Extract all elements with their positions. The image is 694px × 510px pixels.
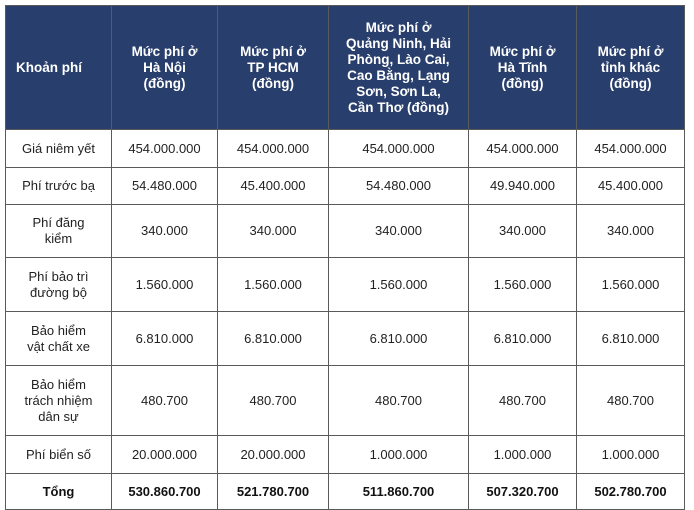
cell-value: 1.560.000 bbox=[328, 257, 469, 312]
cell-value: 1.560.000 bbox=[468, 257, 577, 312]
cell-value: 45.400.000 bbox=[217, 167, 329, 205]
cell-value: 340.000 bbox=[328, 204, 469, 258]
cell-value: 20.000.000 bbox=[217, 435, 329, 474]
cell-value: 6.810.000 bbox=[111, 311, 218, 366]
table-row: Giá niêm yết 454.000.000 454.000.000 454… bbox=[5, 129, 685, 168]
table-body: Giá niêm yết 454.000.000 454.000.000 454… bbox=[5, 129, 685, 510]
total-value: 530.860.700 bbox=[111, 473, 218, 510]
cell-value: 1.000.000 bbox=[576, 435, 685, 474]
row-label: Phí trước bạ bbox=[5, 167, 112, 205]
total-value: 502.780.700 bbox=[576, 473, 685, 510]
cell-value: 340.000 bbox=[576, 204, 685, 258]
cell-value: 454.000.000 bbox=[111, 129, 218, 168]
total-value: 521.780.700 bbox=[217, 473, 329, 510]
total-row: Tổng 530.860.700 521.780.700 511.860.700… bbox=[5, 473, 685, 510]
cell-value: 454.000.000 bbox=[217, 129, 329, 168]
table-row: Phí đăng kiểm 340.000 340.000 340.000 34… bbox=[5, 204, 685, 258]
header-ha-tinh: Mức phí ở Hà Tĩnh (đồng) bbox=[468, 5, 577, 130]
cell-value: 340.000 bbox=[468, 204, 577, 258]
cell-value: 480.700 bbox=[576, 365, 685, 436]
row-label: Bảo hiểm trách nhiệm dân sự bbox=[5, 365, 112, 436]
table-row: Phí trước bạ 54.480.000 45.400.000 54.48… bbox=[5, 167, 685, 205]
cell-value: 54.480.000 bbox=[328, 167, 469, 205]
cell-value: 6.810.000 bbox=[468, 311, 577, 366]
cell-value: 1.000.000 bbox=[328, 435, 469, 474]
header-row: Khoản phí Mức phí ở Hà Nội (đồng) Mức ph… bbox=[5, 5, 685, 130]
total-label: Tổng bbox=[5, 473, 112, 510]
cell-value: 480.700 bbox=[217, 365, 329, 436]
cell-value: 1.560.000 bbox=[217, 257, 329, 312]
cell-value: 340.000 bbox=[111, 204, 218, 258]
table-row: Bảo hiểm vật chất xe 6.810.000 6.810.000… bbox=[5, 311, 685, 366]
header-hanoi: Mức phí ở Hà Nội (đồng) bbox=[111, 5, 218, 130]
table-row: Phí bảo trì đường bộ 1.560.000 1.560.000… bbox=[5, 257, 685, 312]
cell-value: 6.810.000 bbox=[576, 311, 685, 366]
cell-value: 454.000.000 bbox=[576, 129, 685, 168]
header-other-provinces: Mức phí ở tỉnh khác (đồng) bbox=[576, 5, 685, 130]
header-group-provinces: Mức phí ở Quảng Ninh, Hải Phòng, Lào Cai… bbox=[328, 5, 469, 130]
cell-value: 480.700 bbox=[468, 365, 577, 436]
row-label: Phí biển số bbox=[5, 435, 112, 474]
header-hcm: Mức phí ở TP HCM (đồng) bbox=[217, 5, 329, 130]
row-label: Giá niêm yết bbox=[5, 129, 112, 168]
cell-value: 45.400.000 bbox=[576, 167, 685, 205]
cell-value: 1.560.000 bbox=[576, 257, 685, 312]
total-value: 511.860.700 bbox=[328, 473, 469, 510]
cell-value: 340.000 bbox=[217, 204, 329, 258]
cell-value: 6.810.000 bbox=[217, 311, 329, 366]
cell-value: 480.700 bbox=[328, 365, 469, 436]
cell-value: 49.940.000 bbox=[468, 167, 577, 205]
fee-table-container: Khoản phí Mức phí ở Hà Nội (đồng) Mức ph… bbox=[5, 5, 685, 510]
cell-value: 454.000.000 bbox=[468, 129, 577, 168]
row-label: Phí bảo trì đường bộ bbox=[5, 257, 112, 312]
table-header: Khoản phí Mức phí ở Hà Nội (đồng) Mức ph… bbox=[5, 5, 685, 130]
table-row: Bảo hiểm trách nhiệm dân sự 480.700 480.… bbox=[5, 365, 685, 436]
fee-comparison-table: Khoản phí Mức phí ở Hà Nội (đồng) Mức ph… bbox=[5, 5, 685, 510]
cell-value: 1.000.000 bbox=[468, 435, 577, 474]
cell-value: 454.000.000 bbox=[328, 129, 469, 168]
cell-value: 6.810.000 bbox=[328, 311, 469, 366]
cell-value: 20.000.000 bbox=[111, 435, 218, 474]
header-fee-type: Khoản phí bbox=[5, 5, 112, 130]
total-value: 507.320.700 bbox=[468, 473, 577, 510]
row-label: Bảo hiểm vật chất xe bbox=[5, 311, 112, 366]
row-label: Phí đăng kiểm bbox=[5, 204, 112, 258]
cell-value: 1.560.000 bbox=[111, 257, 218, 312]
cell-value: 54.480.000 bbox=[111, 167, 218, 205]
table-row: Phí biển số 20.000.000 20.000.000 1.000.… bbox=[5, 435, 685, 474]
cell-value: 480.700 bbox=[111, 365, 218, 436]
